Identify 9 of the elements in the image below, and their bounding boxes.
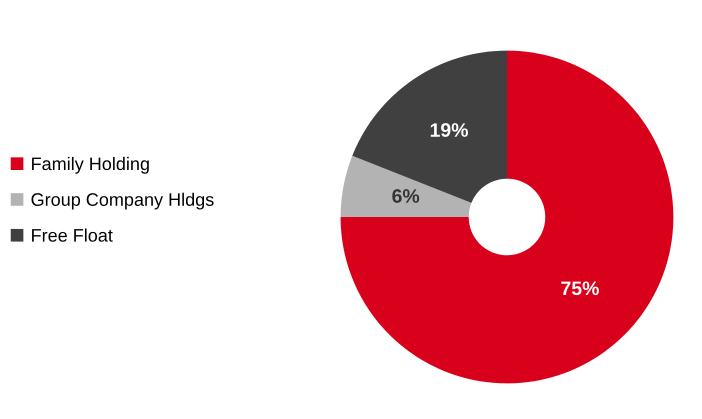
- donut-slice: [340, 50, 674, 384]
- legend-label: Family Holding: [32, 156, 149, 174]
- data-label: 19%: [430, 123, 468, 137]
- legend-label: Group Company Hldgs: [32, 192, 214, 210]
- legend-label: Free Float: [32, 228, 113, 242]
- donut-slice: [352, 50, 507, 203]
- data-label: 75%: [561, 281, 599, 296]
- data-label: 6%: [392, 189, 420, 203]
- donut-slice: [340, 156, 472, 217]
